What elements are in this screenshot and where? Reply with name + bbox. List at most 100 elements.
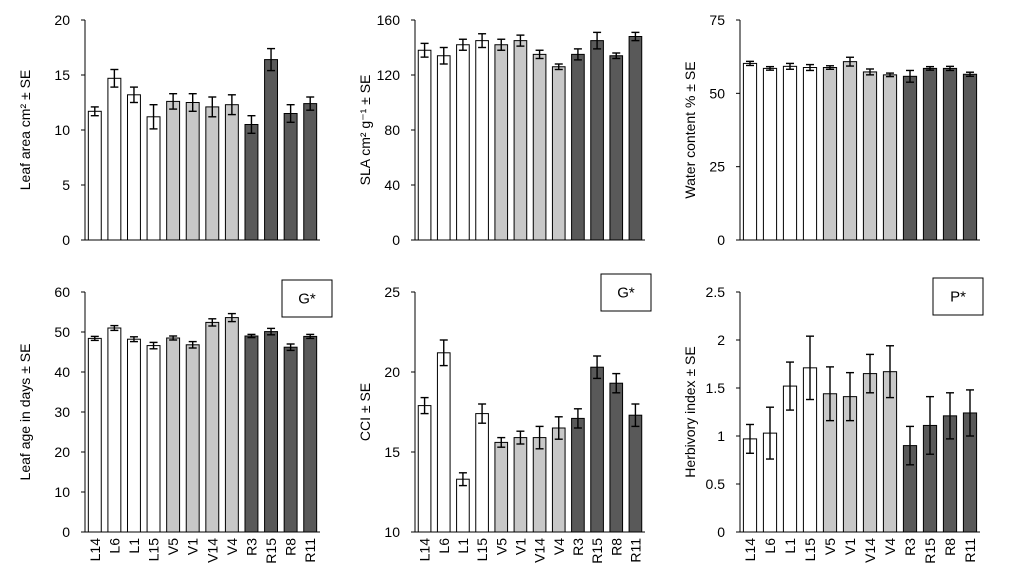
x-tick-label: R11 <box>962 538 978 563</box>
error-bar-L6 <box>110 68 119 88</box>
error-bar-V14 <box>208 96 217 118</box>
x-tick-label: L1 <box>782 538 798 554</box>
y-axis-label: Water content % ± SE <box>682 61 698 198</box>
y-tick-label: 2.5 <box>706 284 726 300</box>
bar-L1 <box>456 478 470 533</box>
bar-L1 <box>126 94 141 241</box>
x-tick-label: L6 <box>762 538 778 554</box>
x-tick-label: V1 <box>512 538 528 555</box>
significance-label: G* <box>298 291 316 308</box>
error-bar-R8 <box>286 103 295 124</box>
error-bar-V1 <box>846 371 854 422</box>
x-tick-label: V1 <box>185 538 201 555</box>
chart-panel-2: 0 40 80 120 160 SLA cm² g⁻¹ ± SE <box>357 12 645 248</box>
x-tick-label: V5 <box>493 538 509 555</box>
error-bar-V4 <box>227 94 236 116</box>
x-tick-label: R3 <box>243 538 259 556</box>
y-tick-label: 15 <box>384 444 400 460</box>
bar-R15 <box>264 59 279 241</box>
y-tick-label: 75 <box>709 12 725 28</box>
bar-V1 <box>842 61 858 241</box>
x-tick-label: R8 <box>942 538 958 556</box>
y-tick-label: 20 <box>384 364 400 380</box>
bar-V4 <box>224 104 239 241</box>
error-bar-V5 <box>826 65 834 70</box>
y-tick-label: 60 <box>54 284 70 300</box>
error-bar-R11 <box>631 31 640 42</box>
y-tick-label: 0 <box>62 232 70 248</box>
bar-L1 <box>456 44 470 241</box>
error-bar-R11 <box>966 71 974 78</box>
bar-V4 <box>551 66 566 241</box>
x-tick-label: L6 <box>436 538 452 554</box>
bar-R8 <box>609 55 624 241</box>
x-tick-label: V5 <box>165 538 181 555</box>
y-tick-label: 10 <box>384 524 400 540</box>
bar-V1 <box>185 102 200 241</box>
bar-R15 <box>590 366 604 533</box>
y-tick-label: 1.5 <box>706 380 726 396</box>
x-tick-label: V14 <box>862 538 878 563</box>
error-bar-R3 <box>906 425 914 466</box>
x-tick-label: V4 <box>224 538 240 555</box>
error-bar-L1 <box>129 336 138 343</box>
bar-L15 <box>146 116 161 241</box>
error-bar-V4 <box>554 63 563 71</box>
x-tick-label: L6 <box>106 538 122 554</box>
y-axis-label: Leaf area cm² ± SE <box>17 70 33 191</box>
y-tick-label: 10 <box>54 122 70 138</box>
error-bar-R8 <box>286 343 295 352</box>
bar-L15 <box>475 40 489 241</box>
error-bar-L15 <box>149 103 158 130</box>
error-bar-R11 <box>306 333 315 340</box>
chart-panel-6: 0 0.5 1 1.5 2 2.5 Herbivory index ± SE L14 L6 L1 L… <box>682 277 984 564</box>
error-bar-V1 <box>516 34 525 47</box>
bar-L14 <box>417 405 432 533</box>
error-bar-L6 <box>766 65 774 71</box>
significance-box: G* <box>600 273 652 312</box>
error-bar-L1 <box>129 86 138 104</box>
error-bar-L1 <box>458 38 467 51</box>
y-tick-label: 0.5 <box>706 476 726 492</box>
x-tick-label: V5 <box>822 538 838 555</box>
bar-V4 <box>882 74 898 241</box>
y-tick-label: 120 <box>377 67 401 83</box>
y-axis-label: CCI ± SE <box>357 383 373 441</box>
bar-L6 <box>107 327 122 533</box>
x-tick-label: L15 <box>146 538 162 562</box>
chart-panel-3: 0 25 50 75 Water content % ± SE <box>682 12 980 248</box>
error-bar-R8 <box>612 52 621 60</box>
bar-V5 <box>494 44 509 241</box>
x-tick-label: L15 <box>802 538 818 562</box>
bar-L1 <box>782 65 798 241</box>
error-bar-V4 <box>227 312 236 323</box>
error-bar-L1 <box>458 472 467 487</box>
bar-V14 <box>205 321 220 533</box>
chart-panel-1: 0 5 10 15 20 Leaf area cm² ± SE <box>17 12 320 248</box>
bar-V14 <box>532 437 547 533</box>
bar-R8 <box>609 382 624 533</box>
y-tick-label: 40 <box>384 177 400 193</box>
x-tick-label: V1 <box>842 538 858 555</box>
error-bar-L14 <box>420 396 429 415</box>
error-bar-V4 <box>554 416 563 440</box>
x-tick-label: L1 <box>455 538 471 554</box>
chart-panel-5: 10 15 20 25 CCI ± SE L14 L6 L1 L15 V5 V1 V14 V4 R3 R15… <box>357 273 652 564</box>
error-bar-L14 <box>90 335 99 342</box>
error-bar-R11 <box>306 96 315 111</box>
error-bar-L14 <box>746 423 754 454</box>
error-bar-L1 <box>786 62 794 70</box>
error-bar-V5 <box>169 92 178 110</box>
y-tick-label: 160 <box>377 12 401 28</box>
bar-V14 <box>862 373 878 533</box>
x-tick-label: L14 <box>87 538 103 562</box>
y-tick-label: 25 <box>709 159 725 175</box>
error-bar-V14 <box>866 353 874 394</box>
x-tick-label: R11 <box>627 538 643 563</box>
error-bar-R15 <box>593 355 602 380</box>
bar-L14 <box>417 49 432 241</box>
y-axis-label: SLA cm² g⁻¹ ± SE <box>357 75 373 186</box>
error-bar-V14 <box>866 68 874 76</box>
bar-R11 <box>628 36 643 241</box>
error-bar-V14 <box>535 49 544 60</box>
